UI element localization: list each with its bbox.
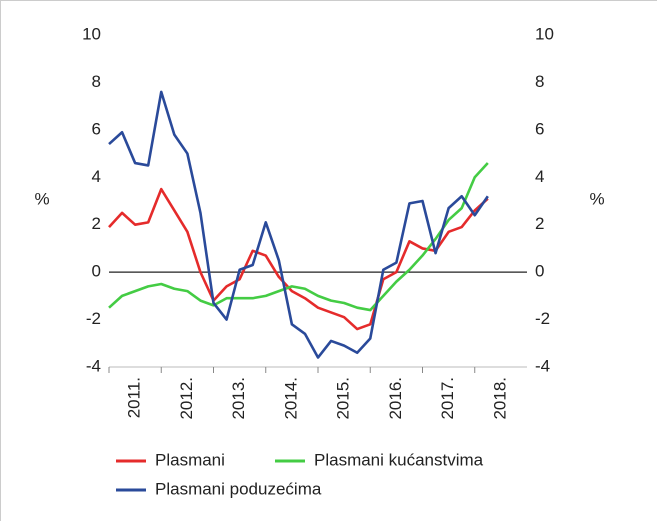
y-tick-label: -4 [86,356,101,375]
y2-tick-label: 6 [535,119,544,138]
y2-tick-label: 0 [535,262,544,281]
legend-label: Plasmani poduzećima [155,479,322,498]
y-tick-label: 0 [92,262,101,281]
x-tick-label: 2016. [386,377,405,420]
legend-label: Plasmani [155,450,225,469]
y-tick-label: 4 [92,167,101,186]
y-tick-label: 10 [82,24,101,43]
y-tick-label: 8 [92,72,101,91]
y-tick-label: 2 [92,214,101,233]
x-tick-label: 2013. [229,377,248,420]
x-tick-label: 2018. [490,377,509,420]
y2-axis-label: % [589,189,604,208]
x-tick-label: 2017. [438,377,457,420]
y2-tick-label: 8 [535,72,544,91]
y2-tick-label: 4 [535,167,544,186]
y-axis-label: % [34,189,49,208]
y-tick-label: 6 [92,119,101,138]
y-tick-label: -2 [86,309,101,328]
legend-label: Plasmani kućanstvima [314,450,484,469]
y2-tick-label: -4 [535,356,550,375]
y2-tick-label: -2 [535,309,550,328]
series-line [108,90,489,359]
x-tick-label: 2014. [281,377,300,420]
x-tick-label: 2011. [125,377,144,418]
series-line [108,162,489,312]
x-tick-label: 2012. [177,377,196,420]
y2-tick-label: 2 [535,214,544,233]
y2-tick-label: 10 [535,24,554,43]
series-line [108,187,489,331]
x-tick-label: 2015. [334,377,353,420]
